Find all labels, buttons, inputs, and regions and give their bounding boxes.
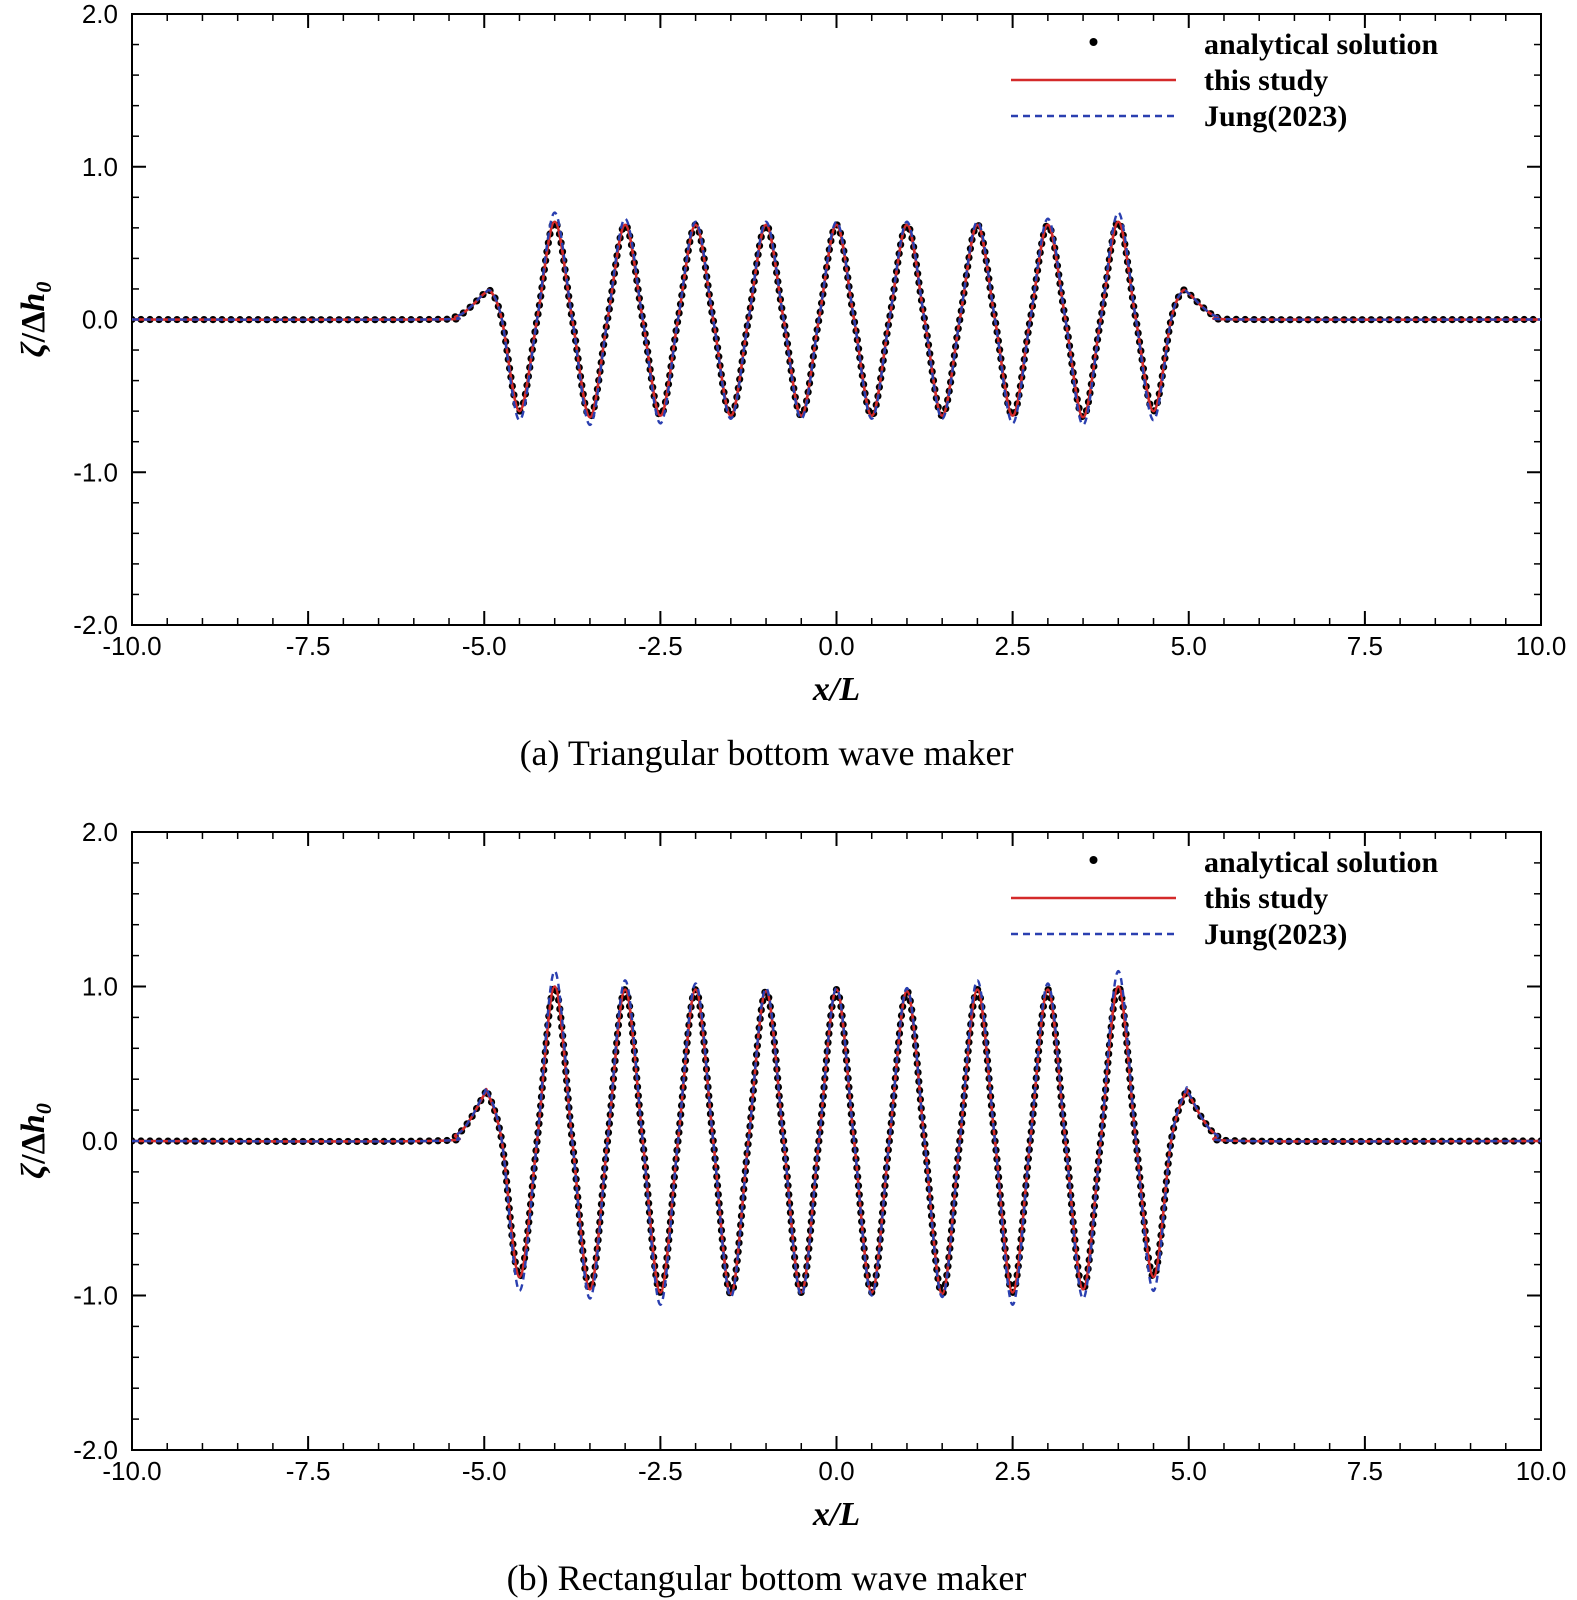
figure-caption: (a) Triangular bottom wave maker: [520, 733, 1014, 773]
legend-label: analytical solution: [1204, 28, 1439, 61]
y-tick-label: 1.0: [82, 972, 118, 1002]
legend-dot-marker: [1089, 38, 1098, 46]
legend-label: analytical solution: [1204, 846, 1439, 879]
x-tick-label: 2.5: [995, 631, 1031, 661]
y-axis-label: ζ/Δh0: [15, 282, 56, 358]
x-axis-label: x/L: [812, 671, 860, 708]
y-label-h: h: [15, 1114, 52, 1133]
plot-area: [132, 969, 1541, 1306]
y-tick-label: -2.0: [73, 610, 118, 640]
legend-label: this study: [1204, 882, 1328, 915]
legend-label: this study: [1204, 64, 1328, 97]
legend-label: Jung(2023): [1204, 100, 1347, 133]
x-tick-label: 0.0: [818, 631, 854, 661]
this-study-line: [132, 220, 1541, 419]
x-tick-label: -10.0: [102, 631, 161, 661]
x-tick-label: -5.0: [462, 631, 507, 661]
this-study-line: [132, 985, 1541, 1296]
x-tick-label: -5.0: [462, 1456, 507, 1486]
jung-2023-line: [132, 211, 1541, 427]
x-tick-label: 5.0: [1171, 631, 1207, 661]
y-tick-label: -1.0: [73, 457, 118, 487]
x-axis-label: x/L: [812, 1496, 860, 1533]
y-label-zeta: ζ: [15, 341, 52, 357]
plot-area: [132, 211, 1541, 427]
legend-label: Jung(2023): [1204, 918, 1347, 951]
x-tick-label: -7.5: [286, 1456, 331, 1486]
figure-caption: (b) Rectangular bottom wave maker: [507, 1558, 1027, 1598]
y-label-h: h: [15, 293, 52, 312]
y-tick-label: 1.0: [82, 152, 118, 182]
x-tick-label: 0.0: [818, 1456, 854, 1486]
x-tick-label: 7.5: [1347, 631, 1383, 661]
y-tick-label: 2.0: [82, 817, 118, 847]
y-label-sep: /Δ: [15, 1133, 52, 1165]
x-tick-label: 10.0: [1516, 1456, 1567, 1486]
x-tick-label: -2.5: [638, 631, 683, 661]
y-axis-label: ζ/Δh0: [15, 1103, 56, 1179]
x-tick-label: 10.0: [1516, 631, 1567, 661]
y-label-sub: 0: [31, 1103, 56, 1114]
y-tick-label: 0.0: [82, 305, 118, 335]
y-label-sep: /Δ: [15, 312, 52, 344]
legend-dot-marker: [1089, 856, 1098, 864]
y-tick-label: 0.0: [82, 1126, 118, 1156]
x-tick-label: 7.5: [1347, 1456, 1383, 1486]
x-tick-label: 2.5: [995, 1456, 1031, 1486]
y-tick-label: -1.0: [73, 1281, 118, 1311]
x-tick-label: -2.5: [638, 1456, 683, 1486]
x-tick-label: -10.0: [102, 1456, 161, 1486]
jung-2023-line: [132, 969, 1541, 1306]
y-tick-label: 2.0: [82, 0, 118, 29]
y-tick-label: -2.0: [73, 1435, 118, 1465]
chart-panel-b: -10.0 -7.5 -5.0 -2.5 0.0 2.5 5.0 7.5 10.0 -2.0 -1.…: [15, 817, 1566, 1598]
x-tick-label: -7.5: [286, 631, 331, 661]
y-label-sub: 0: [31, 282, 56, 293]
y-label-zeta: ζ: [15, 1163, 52, 1179]
chart-panel-a: -10.0 -7.5 -5.0 -2.5 0.0 2.5 5.0 7.5 10.0 -2.0 -1.…: [15, 0, 1566, 773]
x-tick-label: 5.0: [1171, 1456, 1207, 1486]
